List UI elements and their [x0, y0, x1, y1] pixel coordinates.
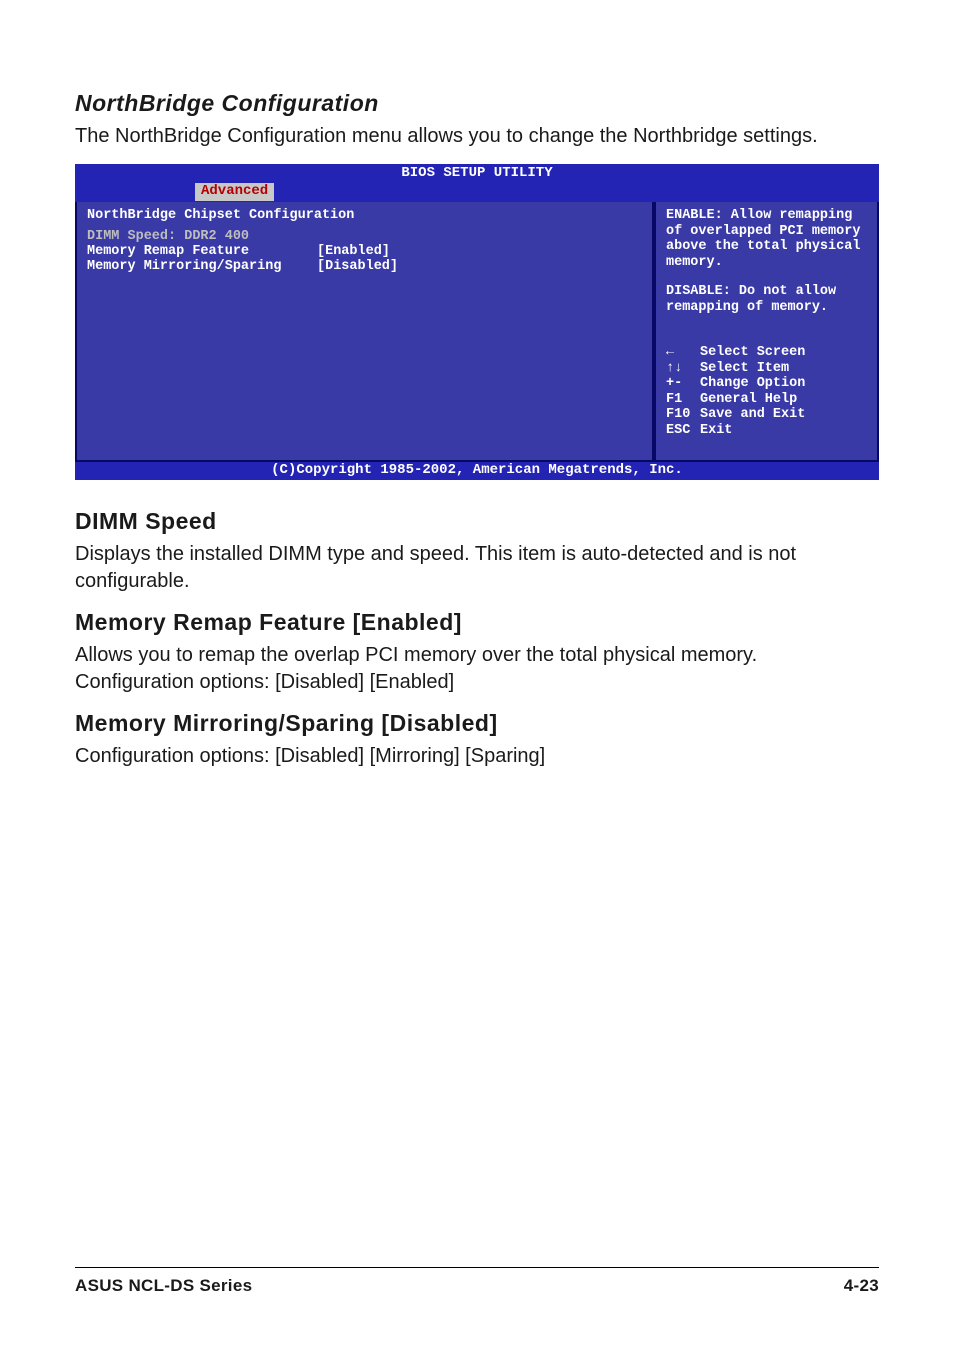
memory-remap-text: Allows you to remap the overlap PCI memo… — [75, 642, 879, 696]
bios-right-pane: ENABLE: Allow remapping of overlapped PC… — [654, 202, 879, 462]
updown-arrow-icon: ↑↓ — [666, 361, 700, 377]
bios-row-memory-mirroring[interactable]: Memory Mirroring/Sparing [Disabled] — [87, 259, 642, 274]
key-f1: F1 — [666, 392, 700, 408]
left-arrow-icon: ← — [666, 345, 700, 361]
bios-body: NorthBridge Chipset Configuration DIMM S… — [75, 202, 879, 462]
memory-remap-title: Memory Remap Feature [Enabled] — [75, 609, 879, 636]
bios-dimm-speed-line[interactable]: DIMM Speed: DDR2 400 — [87, 229, 642, 244]
key-select-item: Select Item — [700, 361, 789, 377]
bios-key-legend: ←Select Screen ↑↓Select Item +-Change Op… — [666, 345, 869, 438]
bios-memory-remap-value[interactable]: [Enabled] — [317, 244, 390, 259]
bios-help-enable: ENABLE: Allow remapping of overlapped PC… — [666, 208, 869, 270]
bios-memory-mirroring-label: Memory Mirroring/Sparing — [87, 259, 317, 274]
bios-window-title: BIOS SETUP UTILITY — [75, 164, 879, 182]
bios-row-memory-remap[interactable]: Memory Remap Feature [Enabled] — [87, 244, 642, 259]
bios-left-pane: NorthBridge Chipset Configuration DIMM S… — [75, 202, 654, 462]
key-esc: ESC — [666, 423, 700, 439]
key-save-exit: Save and Exit — [700, 407, 805, 423]
bios-panel: BIOS SETUP UTILITY Advanced NorthBridge … — [75, 164, 879, 480]
northbridge-config-title: NorthBridge Configuration — [75, 90, 879, 117]
bios-tab-row: Advanced — [75, 182, 879, 202]
tab-advanced[interactable]: Advanced — [195, 183, 274, 201]
dimm-speed-text: Displays the installed DIMM type and spe… — [75, 541, 879, 595]
bios-section-heading: NorthBridge Chipset Configuration — [87, 208, 642, 223]
key-exit: Exit — [700, 423, 732, 439]
page-footer: ASUS NCL-DS Series 4-23 — [75, 1267, 879, 1296]
footer-left: ASUS NCL-DS Series — [75, 1276, 252, 1296]
memory-mirroring-title: Memory Mirroring/Sparing [Disabled] — [75, 710, 879, 737]
bios-memory-mirroring-value[interactable]: [Disabled] — [317, 259, 398, 274]
key-select-screen: Select Screen — [700, 345, 805, 361]
plusminus-icon: +- — [666, 376, 700, 392]
footer-right: 4-23 — [844, 1276, 879, 1296]
key-change-option: Change Option — [700, 376, 805, 392]
northbridge-config-text: The NorthBridge Configuration menu allow… — [75, 123, 879, 150]
memory-mirroring-text: Configuration options: [Disabled] [Mirro… — [75, 743, 879, 770]
bios-memory-remap-label: Memory Remap Feature — [87, 244, 317, 259]
key-f10: F10 — [666, 407, 700, 423]
bios-help-disable: DISABLE: Do not allow remapping of memor… — [666, 284, 869, 315]
dimm-speed-title: DIMM Speed — [75, 508, 879, 535]
bios-copyright: (C)Copyright 1985-2002, American Megatre… — [75, 462, 879, 480]
key-general-help: General Help — [700, 392, 797, 408]
